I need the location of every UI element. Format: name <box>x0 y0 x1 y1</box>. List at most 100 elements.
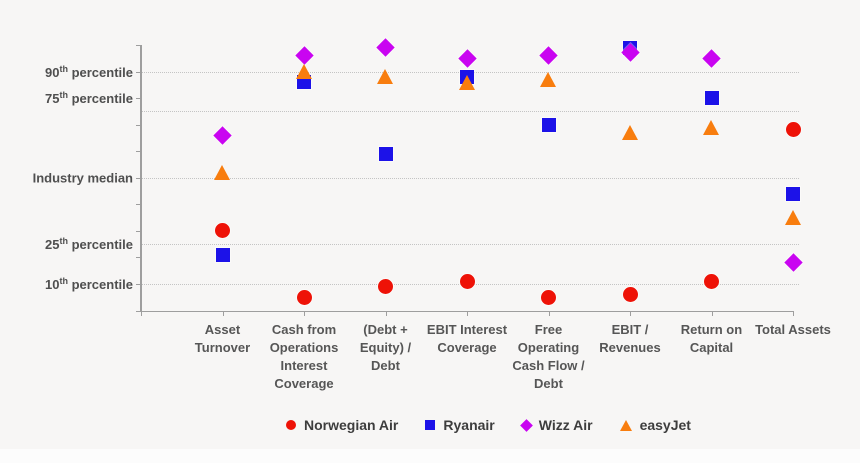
legend-item-norwegian-air: Norwegian Air <box>286 417 398 433</box>
legend-item-wizz-air: Wizz Air <box>519 417 593 433</box>
x-axis-label-line: Total Assets <box>755 322 831 337</box>
data-point-diamond-wizz-air <box>376 38 395 57</box>
x-axis-label: (Debt + Equity) / Debt <box>340 321 432 375</box>
data-point-triangle-easyjet <box>784 210 801 226</box>
x-axis-label: Cash from Operations Interest Coverage <box>258 321 350 393</box>
data-point-diamond-wizz-air <box>457 49 477 68</box>
y-axis-line <box>140 45 142 312</box>
x-axis-tick <box>304 312 305 316</box>
x-axis-label: Free Operating Cash Flow / Debt <box>503 321 595 393</box>
y-gridline-25pct <box>141 244 799 246</box>
data-point-circle-norwegian-air <box>541 289 556 305</box>
y-axis-tick <box>136 98 140 100</box>
data-point-square-ryanair <box>215 247 230 262</box>
x-axis-label-line: Debt <box>534 376 563 391</box>
x-axis-label-line: Asset <box>204 322 241 337</box>
legend-label: Wizz Air <box>538 417 593 433</box>
y-axis-label: Industry median <box>32 170 133 186</box>
y-axis-tick <box>136 283 140 285</box>
legend-item-ryanair: Ryanair <box>425 417 495 433</box>
data-point-circle-norwegian-air <box>459 273 475 289</box>
legend-circle-icon <box>286 420 296 430</box>
y-axis-tick <box>136 310 140 312</box>
x-axis-label-line: Return on <box>680 322 743 337</box>
x-axis-label: Total Assets <box>747 321 839 339</box>
x-axis-label-line: Turnover <box>194 340 251 355</box>
data-point-square-ryanair <box>378 146 393 161</box>
x-axis-tick <box>222 312 224 316</box>
data-point-triangle-easyjet <box>295 64 312 80</box>
data-point-circle-norwegian-air <box>215 223 230 239</box>
x-axis-label-line: Operating <box>517 340 580 355</box>
data-point-triangle-easyjet <box>377 69 393 85</box>
x-axis-label-line: Free <box>534 322 563 337</box>
x-axis-label-line: Cash Flow / <box>512 358 585 373</box>
data-point-circle-norwegian-air <box>704 273 719 289</box>
x-axis-tick <box>630 312 631 316</box>
x-axis-label-line: Capital <box>689 340 734 355</box>
legend-square-icon <box>425 420 436 430</box>
data-point-square-ryanair <box>786 186 800 201</box>
data-point-square-ryanair <box>541 117 556 132</box>
x-axis-label: Return on Capital <box>666 321 758 357</box>
y-axis-tick <box>136 230 140 232</box>
y-axis-label: 25th percentile <box>45 235 133 253</box>
legend: Norwegian Air Ryanair Wizz Air easyJet <box>286 417 691 433</box>
legend-item-easyjet: easyJet <box>619 417 691 433</box>
data-point-triangle-easyjet <box>703 119 719 135</box>
y-axis-tick <box>136 124 140 126</box>
legend-label: Ryanair <box>443 417 495 433</box>
legend-label: easyJet <box>639 417 691 433</box>
y-axis-label: 10th percentile <box>45 275 133 293</box>
x-axis-tick <box>711 312 713 316</box>
data-point-triangle-easyjet <box>458 74 475 90</box>
x-axis-label: Asset Turnover <box>177 321 269 357</box>
y-axis-tick <box>136 257 140 259</box>
x-axis-label-line: Operations <box>269 340 339 355</box>
legend-diamond-icon <box>519 418 533 432</box>
x-axis-label-line: Coverage <box>437 340 497 355</box>
x-axis-label-line: Equity) / <box>359 340 412 355</box>
data-point-diamond-wizz-air <box>539 46 558 65</box>
data-point-circle-norwegian-air <box>296 289 312 305</box>
data-point-circle-norwegian-air <box>378 279 393 295</box>
y-axis-tick <box>136 45 140 46</box>
data-point-triangle-easyjet <box>621 125 638 141</box>
x-axis-label-line: Cash from <box>271 322 337 337</box>
data-point-circle-norwegian-air <box>785 122 801 138</box>
data-point-diamond-wizz-air <box>213 126 232 145</box>
y-axis-tick <box>136 71 140 73</box>
x-axis-line <box>140 310 794 312</box>
y-axis-tick <box>136 177 140 179</box>
y-axis-label: 75th percentile <box>45 89 133 107</box>
legend-triangle-icon <box>619 419 632 431</box>
legend-label: Norwegian Air <box>304 417 399 433</box>
data-point-diamond-wizz-air <box>702 49 721 68</box>
x-axis-tick <box>141 312 142 316</box>
data-point-triangle-easyjet <box>540 72 556 87</box>
data-point-square-ryanair <box>704 91 719 106</box>
y-axis-label: 90th percentile <box>45 63 133 80</box>
y-gridline-75pct <box>141 111 799 113</box>
bottom-white-band <box>0 449 860 463</box>
x-axis-label-line: Coverage <box>274 376 334 391</box>
x-axis-label-line: EBIT Interest <box>426 322 508 337</box>
x-axis-label-line: Debt <box>371 358 400 373</box>
y-axis-tick <box>136 204 140 206</box>
x-axis-label-line: Revenues <box>599 340 661 355</box>
data-point-diamond-wizz-air <box>783 253 803 272</box>
data-point-circle-norwegian-air <box>622 287 638 303</box>
x-axis-tick <box>793 312 794 316</box>
data-point-diamond-wizz-air <box>294 46 314 65</box>
x-axis-tick <box>385 312 387 316</box>
x-axis-label: EBIT / Revenues <box>584 321 676 357</box>
y-axis-tick <box>136 151 140 153</box>
y-gridline-50pct <box>141 177 799 179</box>
x-axis-tick <box>467 312 468 316</box>
x-axis-label-line: Interest <box>280 358 328 373</box>
x-axis-label-line: (Debt + <box>363 322 408 337</box>
x-axis-tick <box>548 312 550 316</box>
x-axis-label: EBIT Interest Coverage <box>421 321 513 357</box>
x-axis-label-line: EBIT / <box>611 322 649 337</box>
